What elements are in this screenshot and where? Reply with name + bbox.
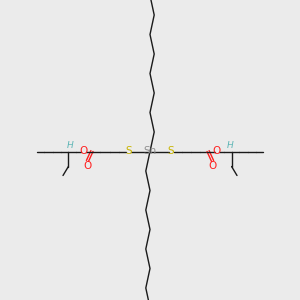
Text: S: S xyxy=(168,146,174,157)
Text: O: O xyxy=(212,146,221,157)
Text: O: O xyxy=(84,160,92,171)
Text: Sn: Sn xyxy=(143,146,157,157)
Text: S: S xyxy=(126,146,132,157)
Text: H: H xyxy=(227,141,233,150)
Text: O: O xyxy=(208,160,216,171)
Text: O: O xyxy=(79,146,88,157)
Text: H: H xyxy=(67,141,73,150)
